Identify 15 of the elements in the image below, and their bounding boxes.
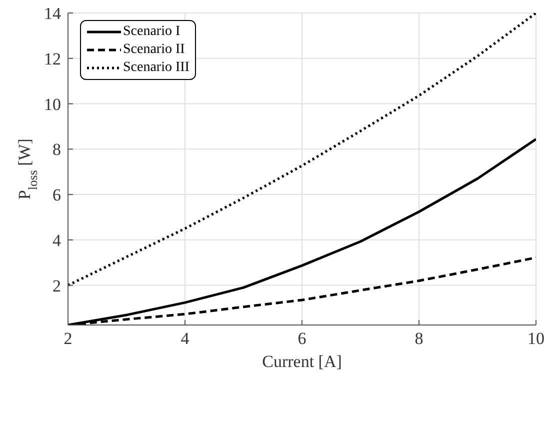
y-tick-label: 4 [52, 230, 62, 250]
x-tick-label: 6 [298, 329, 306, 348]
y-tick-label: 10 [44, 94, 61, 114]
legend-label: Scenario I [123, 24, 180, 40]
y-tick-label: 8 [52, 140, 61, 160]
x-tick-label: 8 [414, 329, 424, 348]
x-tick-label: 10 [528, 329, 544, 348]
y-tick-label: 12 [44, 49, 61, 68]
legend-label: Scenario II [123, 42, 185, 58]
y-tick-label: 14 [44, 4, 62, 24]
x-tick-label: 4 [180, 329, 190, 348]
legend-label: Scenario III [123, 60, 190, 76]
x-axis-title: Current [A] [262, 352, 342, 371]
y-tick-label: 6 [52, 186, 61, 205]
y-tick-label: 2 [52, 276, 61, 296]
